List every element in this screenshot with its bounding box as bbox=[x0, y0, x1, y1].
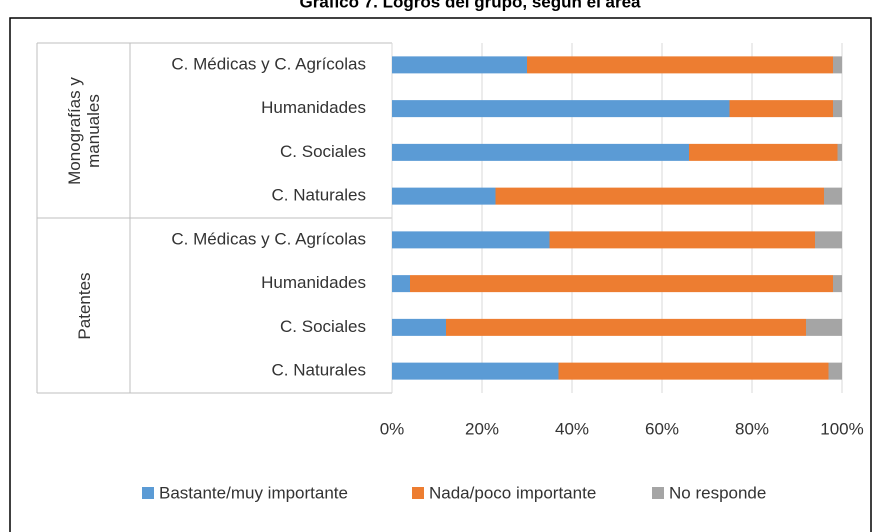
bar-segment bbox=[527, 56, 833, 74]
bar-segment bbox=[833, 100, 842, 118]
x-tick-label: 60% bbox=[645, 419, 679, 438]
bar-segment bbox=[446, 318, 806, 336]
y-tick-label: C. Naturales bbox=[272, 186, 366, 205]
bar-segment bbox=[392, 231, 550, 249]
x-tick-label: 80% bbox=[735, 419, 769, 438]
y-tick-label: C. Sociales bbox=[280, 317, 366, 336]
bar-segment bbox=[815, 231, 842, 249]
bar-segment bbox=[806, 318, 842, 336]
bar-segment bbox=[833, 275, 842, 293]
y-tick-label: C. Médicas y C. Agrícolas bbox=[171, 54, 366, 73]
legend-swatch bbox=[412, 487, 424, 499]
bar-segment bbox=[392, 318, 446, 336]
group-label: Patentes bbox=[74, 271, 94, 340]
chart-title: Gráfico 7. Logros del grupo, según el ár… bbox=[299, 0, 641, 11]
bar-segment bbox=[824, 187, 842, 205]
x-tick-label: 0% bbox=[380, 419, 405, 438]
bar-segment bbox=[392, 143, 689, 161]
bar-segment bbox=[833, 56, 842, 74]
bar-segment bbox=[392, 56, 527, 74]
bar-segment bbox=[837, 143, 842, 161]
chart-border bbox=[9, 17, 872, 532]
bar-segment bbox=[495, 187, 824, 205]
group-label: Monografías y manuales bbox=[65, 76, 103, 185]
legend-label: No responde bbox=[669, 483, 766, 502]
bar-segment bbox=[828, 362, 842, 380]
y-tick-label: C. Sociales bbox=[280, 142, 366, 161]
x-tick-label: 100% bbox=[820, 419, 863, 438]
x-tick-label: 20% bbox=[465, 419, 499, 438]
bar-segment bbox=[392, 275, 410, 293]
legend-swatch bbox=[652, 487, 664, 499]
y-tick-label: Humanidades bbox=[261, 98, 366, 117]
y-tick-label: C. Médicas y C. Agrícolas bbox=[171, 229, 366, 248]
legend-label: Nada/poco importante bbox=[429, 483, 596, 502]
bar-segment bbox=[392, 187, 496, 205]
y-tick-label: Humanidades bbox=[261, 273, 366, 292]
bar-segment bbox=[392, 362, 559, 380]
bar-segment bbox=[729, 100, 833, 118]
y-tick-label: C. Naturales bbox=[272, 361, 366, 380]
bar-segment bbox=[689, 143, 838, 161]
legend-label: Bastante/muy importante bbox=[159, 483, 348, 502]
bar-segment bbox=[558, 362, 829, 380]
bar-segment bbox=[410, 275, 833, 293]
bar-segment bbox=[392, 100, 730, 118]
legend-swatch bbox=[142, 487, 154, 499]
x-tick-label: 40% bbox=[555, 419, 589, 438]
bar-segment bbox=[549, 231, 815, 249]
